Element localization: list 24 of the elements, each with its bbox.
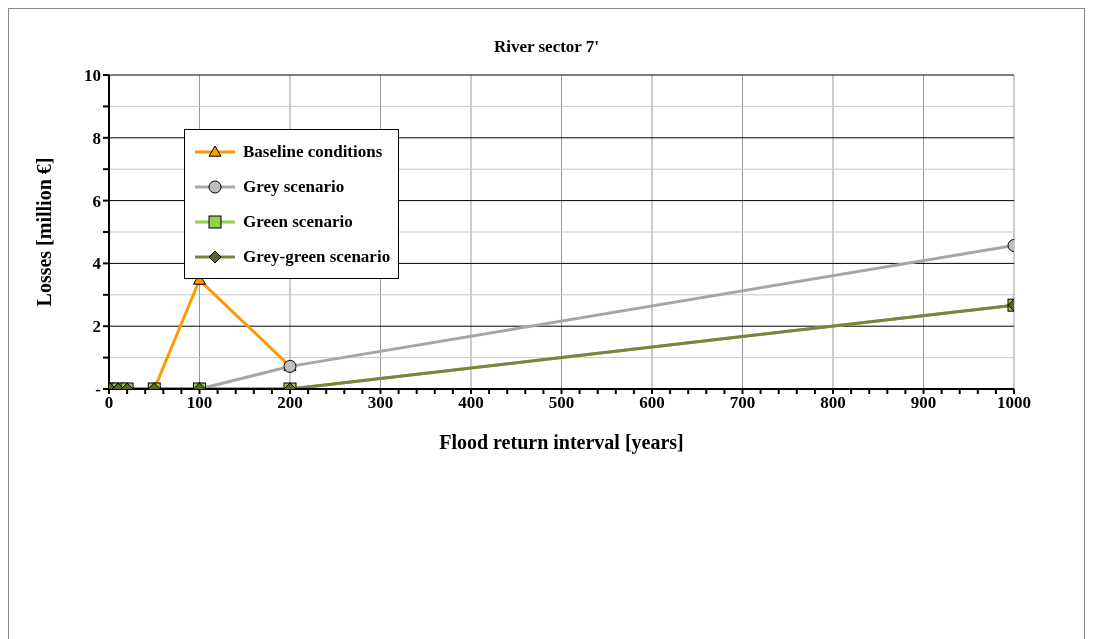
x-tick-label: 100 [186, 393, 213, 413]
y-axis-title: Losses [million €] [33, 157, 56, 307]
x-tick-label: 700 [729, 393, 756, 413]
x-tick-label: 400 [458, 393, 484, 413]
y-tick-label: 4 [92, 254, 102, 274]
y-tick-label: 2 [92, 317, 101, 337]
legend-label: Baseline conditions [243, 141, 383, 162]
legend-label: Grey scenario [243, 176, 345, 197]
x-tick-label: 900 [910, 393, 937, 413]
x-tick-label: 800 [820, 393, 846, 413]
legend-label: Grey-green scenario [243, 246, 391, 267]
x-tick-label: 200 [277, 393, 303, 413]
y-tick-label: - [95, 380, 102, 400]
legend-label: Green scenario [243, 211, 353, 232]
y-tick-label: 6 [92, 191, 101, 211]
x-tick-label: 300 [367, 393, 394, 413]
x-tick-label: 500 [548, 393, 575, 413]
y-tick-label: 8 [92, 128, 101, 148]
x-tick-label: 1000 [997, 393, 1031, 413]
y-tick-label: 10 [84, 66, 101, 86]
chart-title: River sector 7' [492, 37, 601, 57]
x-tick-label: 600 [639, 393, 665, 413]
x-axis-title: Flood return interval [years] [439, 431, 684, 454]
x-tick-label: 0 [104, 393, 114, 413]
